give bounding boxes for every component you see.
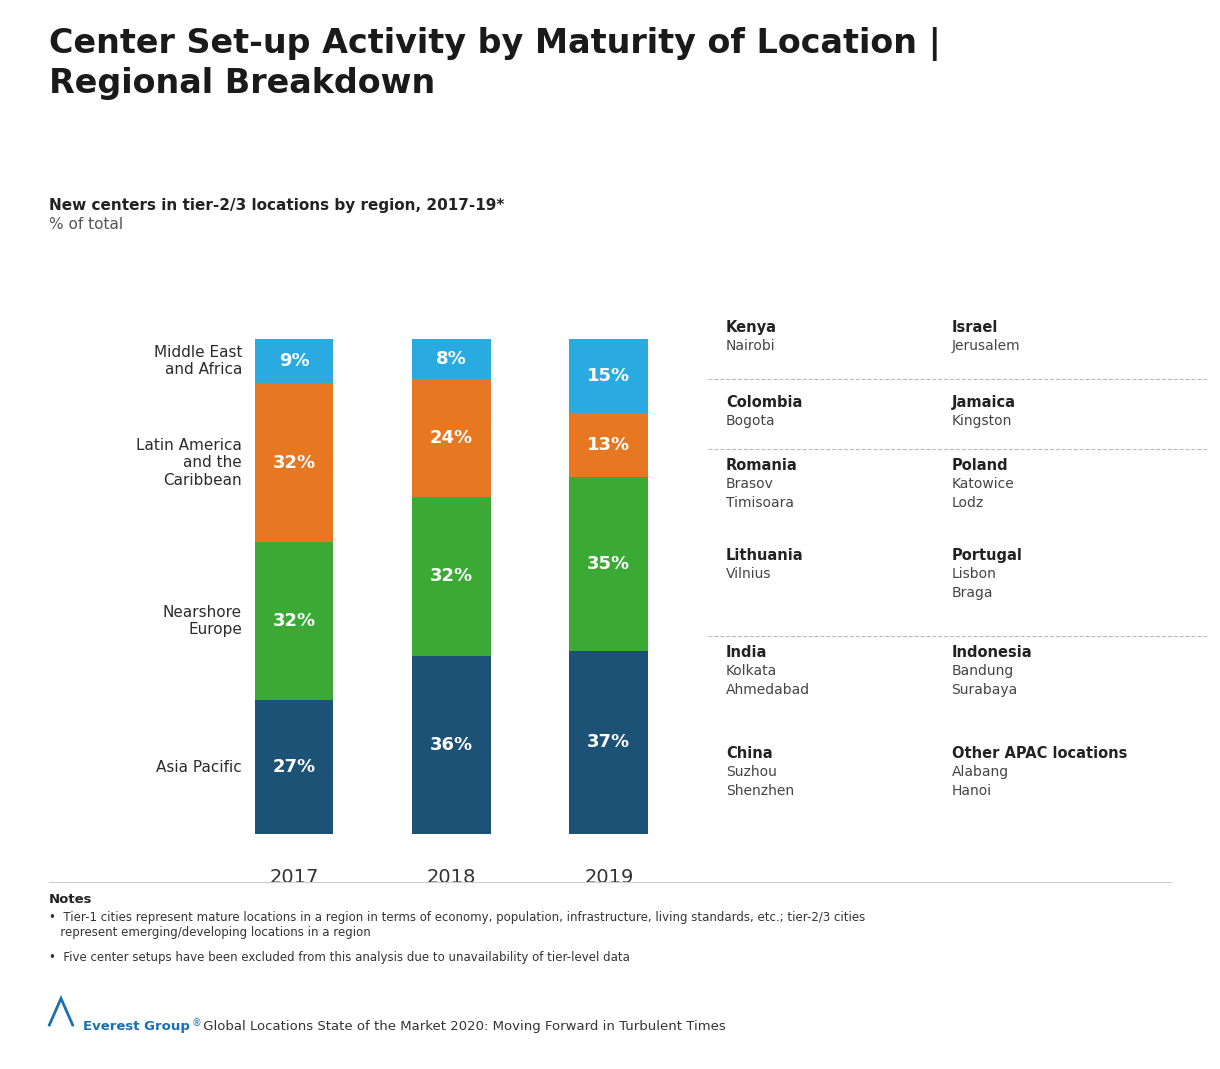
Text: •  Five center setups have been excluded from this analysis due to unavailabilit: • Five center setups have been excluded … <box>49 951 630 964</box>
Text: 35%: 35% <box>587 555 631 573</box>
Bar <box>255 700 333 834</box>
Bar <box>412 378 490 497</box>
Bar <box>570 339 648 413</box>
Text: 9%: 9% <box>278 352 310 370</box>
Text: Braga: Braga <box>952 586 993 601</box>
Text: 32%: 32% <box>272 453 316 471</box>
Text: Surabaya: Surabaya <box>952 683 1017 697</box>
Text: Israel: Israel <box>952 321 998 336</box>
Bar <box>412 339 490 378</box>
Text: 27%: 27% <box>272 758 316 776</box>
Text: Jamaica: Jamaica <box>952 394 1015 410</box>
Text: 2017: 2017 <box>270 868 318 887</box>
Text: ®: ® <box>192 1019 201 1028</box>
Text: Other APAC locations: Other APAC locations <box>952 746 1127 761</box>
Bar <box>255 384 333 542</box>
Text: Middle East
and Africa: Middle East and Africa <box>154 345 242 377</box>
Text: Romania: Romania <box>726 458 798 472</box>
Text: Nearshore
Europe: Nearshore Europe <box>163 605 242 637</box>
Text: Colombia: Colombia <box>726 394 803 410</box>
Bar <box>255 339 333 384</box>
Text: Indonesia: Indonesia <box>952 645 1032 660</box>
Text: Everest Group: Everest Group <box>83 1020 190 1033</box>
Text: % of total: % of total <box>49 217 123 232</box>
Text: 15%: 15% <box>587 367 631 385</box>
Text: Shenzhen: Shenzhen <box>726 785 794 799</box>
Text: Nairobi: Nairobi <box>726 340 776 354</box>
Bar <box>570 651 648 834</box>
Text: Suzhou: Suzhou <box>726 765 777 779</box>
Bar <box>570 478 648 651</box>
Bar <box>255 542 333 700</box>
Text: 36%: 36% <box>429 735 473 754</box>
Text: Center Set-up Activity by Maturity of Location |
Regional Breakdown: Center Set-up Activity by Maturity of Lo… <box>49 27 941 100</box>
Text: Hanoi: Hanoi <box>952 785 992 799</box>
Text: 8%: 8% <box>436 350 467 368</box>
Text: Katowice: Katowice <box>952 477 1014 491</box>
Text: Kolkata: Kolkata <box>726 664 777 678</box>
Text: Bandung: Bandung <box>952 664 1014 678</box>
Text: Poland: Poland <box>952 458 1008 472</box>
Text: Jerusalem: Jerusalem <box>952 340 1020 354</box>
Text: Latin America
and the
Caribbean: Latin America and the Caribbean <box>137 437 242 487</box>
Text: Lisbon: Lisbon <box>952 567 997 582</box>
Text: Kenya: Kenya <box>726 321 777 336</box>
Text: Portugal: Portugal <box>952 548 1022 563</box>
Text: New centers in tier-2/3 locations by region, 2017-19*: New centers in tier-2/3 locations by reg… <box>49 198 504 213</box>
Text: Asia Pacific: Asia Pacific <box>156 759 242 775</box>
Text: •  Tier-1 cities represent mature locations in a region in terms of economy, pop: • Tier-1 cities represent mature locatio… <box>49 911 865 939</box>
Text: Global Locations State of the Market 2020: Moving Forward in Turbulent Times: Global Locations State of the Market 202… <box>199 1020 726 1033</box>
Text: Bogota: Bogota <box>726 414 776 429</box>
Text: China: China <box>726 746 772 761</box>
Text: Kingston: Kingston <box>952 414 1011 429</box>
Bar <box>412 497 490 655</box>
Text: Lodz: Lodz <box>952 496 983 510</box>
Text: 2019: 2019 <box>584 868 633 887</box>
Text: Notes: Notes <box>49 893 93 905</box>
Text: Vilnius: Vilnius <box>726 567 771 582</box>
Text: Alabang: Alabang <box>952 765 1009 779</box>
Text: Timisoara: Timisoara <box>726 496 794 510</box>
Text: Ahmedabad: Ahmedabad <box>726 683 810 697</box>
Text: Lithuania: Lithuania <box>726 548 804 563</box>
Text: India: India <box>726 645 767 660</box>
Text: 13%: 13% <box>587 436 631 454</box>
Text: 32%: 32% <box>429 568 473 586</box>
Text: Brasov: Brasov <box>726 477 773 491</box>
Text: 24%: 24% <box>429 429 473 447</box>
Text: 32%: 32% <box>272 613 316 630</box>
Text: 37%: 37% <box>587 733 631 752</box>
Bar <box>412 655 490 834</box>
Bar <box>570 413 648 478</box>
Text: 2018: 2018 <box>427 868 476 887</box>
